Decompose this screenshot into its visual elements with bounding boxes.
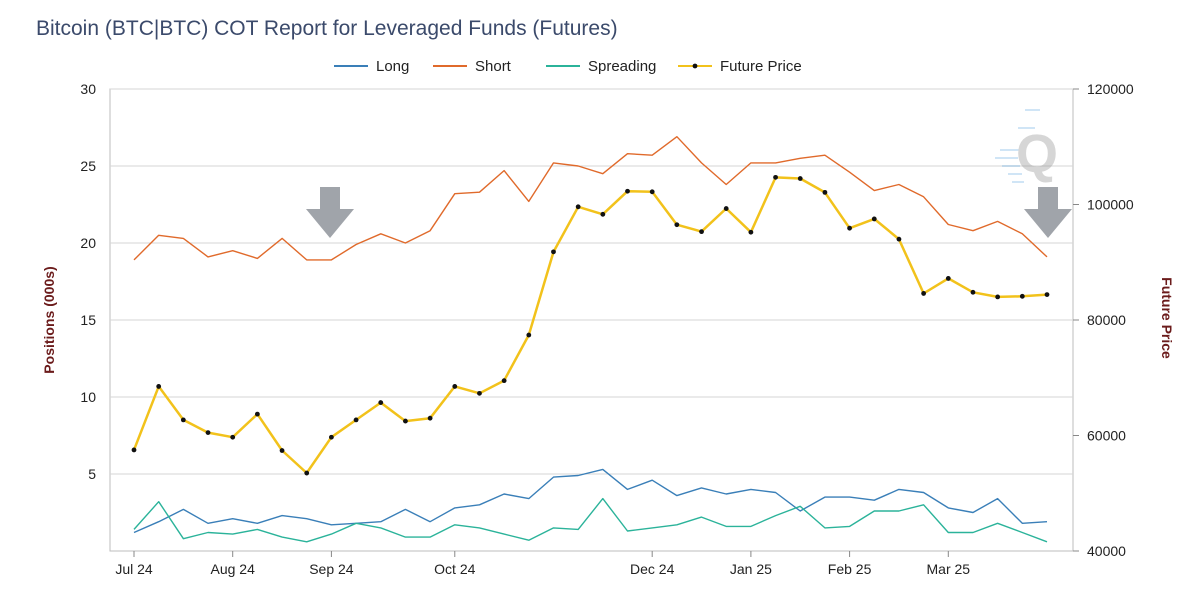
data-point xyxy=(353,417,359,423)
data-point xyxy=(403,418,408,424)
y2-axis-title: Future Price xyxy=(1159,277,1175,359)
data-point xyxy=(526,332,532,338)
x-tick-label: Mar 25 xyxy=(927,561,971,577)
data-point xyxy=(551,249,556,255)
series-line xyxy=(133,468,1048,534)
data-point xyxy=(1044,292,1050,297)
data-point xyxy=(230,434,236,440)
legend-item[interactable]: Future Price xyxy=(678,58,802,75)
gridlines xyxy=(110,88,1073,475)
data-point xyxy=(329,434,334,440)
series-future-price xyxy=(131,174,1050,476)
x-tick-label: Oct 24 xyxy=(434,561,475,577)
series-short xyxy=(133,135,1048,261)
series-line xyxy=(133,497,1048,543)
data-point xyxy=(822,189,828,195)
data-point xyxy=(304,470,310,476)
data-point xyxy=(254,411,260,417)
data-point xyxy=(156,384,162,389)
series-line xyxy=(132,176,1048,475)
y-tick-label: 25 xyxy=(80,158,96,174)
series-spreading xyxy=(133,497,1048,543)
data-point xyxy=(649,189,655,195)
legend-label: Long xyxy=(376,58,409,75)
data-point xyxy=(995,294,1001,300)
down-arrow-icon xyxy=(306,187,354,238)
y-tick-label: 5 xyxy=(88,466,96,482)
y2-tick-label: 80000 xyxy=(1087,312,1126,328)
legend-item[interactable]: Spreading xyxy=(546,58,656,75)
data-point xyxy=(945,276,951,281)
data-point xyxy=(773,174,778,180)
left-axis-ticks: 5 10 15 20 25 30 xyxy=(80,81,96,482)
right-axis-ticks: 40000 60000 80000 100000 120000 xyxy=(1073,81,1134,559)
down-arrow-icon xyxy=(1024,187,1072,238)
y2-tick-label: 100000 xyxy=(1087,197,1134,213)
data-point xyxy=(921,291,927,296)
watermark-streaks xyxy=(995,109,1040,183)
watermark-logo: Q xyxy=(995,109,1058,184)
legend-label: Short xyxy=(475,58,512,75)
x-tick-label: Aug 24 xyxy=(211,561,256,577)
x-tick-label: Feb 25 xyxy=(828,561,872,577)
chart-title: Bitcoin (BTC|BTC) COT Report for Leverag… xyxy=(36,17,618,40)
data-point xyxy=(279,448,285,453)
series-line xyxy=(133,135,1048,261)
data-point xyxy=(625,188,630,194)
data-point xyxy=(871,216,877,222)
y-tick-label: 20 xyxy=(80,235,96,251)
data-point xyxy=(1019,293,1025,299)
x-tick-label: Jan 25 xyxy=(730,561,772,577)
watermark-q: Q xyxy=(1016,124,1058,184)
data-point xyxy=(131,447,137,453)
data-point xyxy=(674,222,680,228)
data-point xyxy=(477,390,482,396)
y2-tick-label: 60000 xyxy=(1087,428,1126,444)
legend: Long Short Spreading Future Price xyxy=(334,58,802,75)
y-axis-title: Positions (000s) xyxy=(41,266,57,373)
legend-item[interactable]: Long xyxy=(334,58,409,75)
data-point xyxy=(501,378,507,384)
data-point xyxy=(378,400,384,405)
y-tick-label: 10 xyxy=(80,389,96,405)
data-point xyxy=(797,176,803,181)
legend-marker xyxy=(692,63,698,69)
x-tick-label: Jul 24 xyxy=(115,561,153,577)
data-point xyxy=(452,384,458,389)
series-layer xyxy=(131,135,1050,543)
data-point xyxy=(896,236,902,242)
y2-tick-label: 120000 xyxy=(1087,81,1134,97)
data-point xyxy=(427,415,433,421)
data-point xyxy=(847,225,852,231)
y-tick-label: 15 xyxy=(80,312,96,328)
series-long xyxy=(133,468,1048,534)
legend-item[interactable]: Short xyxy=(433,58,512,75)
data-point xyxy=(723,206,729,211)
legend-label: Spreading xyxy=(588,58,656,75)
data-point xyxy=(180,417,186,423)
y2-tick-label: 40000 xyxy=(1087,543,1126,559)
x-tick-label: Sep 24 xyxy=(309,561,354,577)
data-point xyxy=(575,204,581,210)
x-axis-ticks: Jul 24 Aug 24 Sep 24 Oct 24 Dec 24 Jan 25 Feb … xyxy=(115,551,970,577)
data-point xyxy=(205,430,211,436)
data-point xyxy=(699,229,704,235)
x-tick-label: Dec 24 xyxy=(630,561,675,577)
data-point xyxy=(748,229,754,235)
y-tick-label: 30 xyxy=(80,81,96,97)
legend-label: Future Price xyxy=(720,58,802,75)
data-point xyxy=(970,289,976,295)
data-point xyxy=(600,211,606,217)
